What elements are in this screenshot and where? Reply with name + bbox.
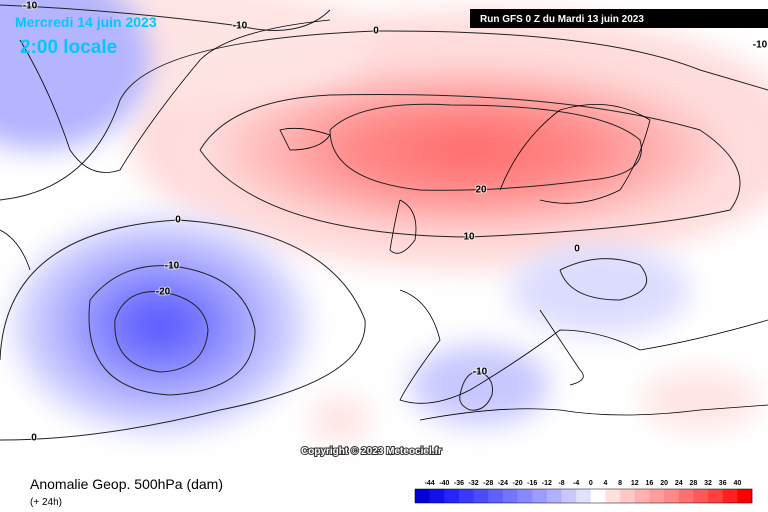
colorbar-swatch (576, 489, 592, 503)
colorbar-label: -44 (425, 480, 435, 487)
contour-label: -10 (753, 40, 768, 51)
colorbar-swatch (517, 489, 533, 503)
time: 2:00 locale (20, 37, 117, 58)
date: Mercredi 14 juin 2023 (15, 14, 157, 30)
contour-label: 0 (175, 215, 181, 226)
colorbar-swatch (722, 489, 738, 503)
colorbar-label: 28 (689, 480, 697, 487)
colorbar-label: -12 (542, 480, 552, 487)
colorbar-label: 8 (618, 480, 622, 487)
colorbar-swatch (620, 489, 636, 503)
colorbar-label: 20 (660, 480, 668, 487)
colorbar-swatch (678, 489, 694, 503)
contour-label: -10 (473, 367, 488, 378)
colorbar-label: -16 (527, 480, 537, 487)
colorbar-swatch (605, 489, 621, 503)
contours (0, 4, 768, 441)
colorbar-label: -28 (483, 480, 493, 487)
run-box (470, 9, 768, 28)
anomaly-field (0, 0, 768, 445)
colorbar-swatch (546, 489, 562, 503)
contour-label: 0 (31, 433, 37, 444)
colorbar-swatch (502, 489, 518, 503)
lead-time: (+ 24h) (30, 497, 62, 508)
colorbar-swatch (488, 489, 504, 503)
colorbar-label: 36 (719, 480, 727, 487)
colorbar-label: -8 (558, 480, 564, 487)
colorbar-swatch (429, 489, 445, 503)
colorbar-label: -40 (439, 480, 449, 487)
colorbar-label: 4 (604, 480, 608, 487)
colorbar-swatch (561, 489, 577, 503)
coastlines (0, 19, 768, 421)
colorbar-frame (414, 488, 753, 504)
contour-labels: -10 -10 0 0 -10 -20 20 10 0 -10 0 -10 (22, 0, 768, 445)
contour-label: 20 (475, 185, 487, 196)
colorbar-swatch (693, 489, 709, 503)
colorbar-label: -24 (498, 480, 508, 487)
colorbar-label: -36 (454, 480, 464, 487)
contour-label: -20 (156, 287, 171, 298)
colorbar-swatch (737, 489, 753, 503)
colorbar-label: 32 (704, 480, 712, 487)
colorbar-label: 24 (675, 480, 683, 487)
colorbar-swatch (590, 489, 606, 503)
colorbar-label: -20 (513, 480, 523, 487)
contour-label: -10 (165, 261, 180, 272)
product: Anomalie Geop. 500hPa (dam) (30, 476, 223, 492)
contour-label: 0 (373, 26, 379, 37)
colorbar-label: -4 (573, 480, 579, 487)
colorbar-label: 40 (733, 480, 741, 487)
colorbar-label: -32 (469, 480, 479, 487)
contour-label: -10 (23, 1, 38, 12)
colorbar-swatch (664, 489, 680, 503)
colorbar-swatch (708, 489, 723, 503)
contour-label: 0 (574, 244, 580, 255)
run-info: Run GFS 0 Z du Mardi 13 juin 2023 (480, 14, 644, 25)
colorbar-swatch (473, 489, 489, 503)
contour-label: 10 (463, 232, 475, 243)
colorbar-label: 16 (646, 480, 654, 487)
colorbar: -44 -40 -36 -32 -28 -24 -20 -16 -12 -8 -4 0 4 8 12 16 20… (414, 480, 753, 504)
colorbar-swatch (458, 489, 474, 503)
colorbar-label: 12 (631, 480, 639, 487)
colorbar-swatch (415, 489, 430, 503)
colorbar-label: 0 (589, 480, 593, 487)
colorbar-swatch (532, 489, 548, 503)
copyright: Copyright © 2023 Meteociel.fr (301, 446, 442, 457)
colorbar-swatch (649, 489, 665, 503)
colorbar-swatch (634, 489, 650, 503)
colorbar-swatch (444, 489, 460, 503)
contour-label: -10 (233, 21, 248, 32)
